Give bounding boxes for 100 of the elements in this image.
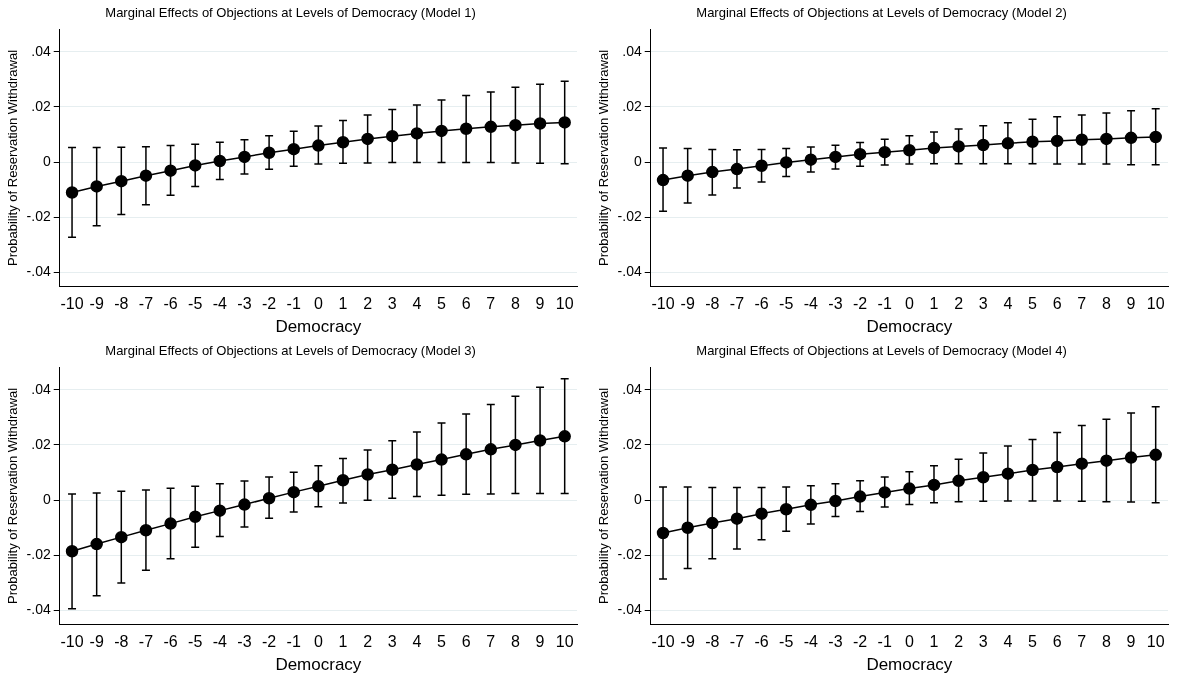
x-tick-label: -10 [651,295,675,313]
y-tick-label: -.02 [26,208,51,225]
x-tick-label: -2 [261,295,277,313]
x-tick-label: 9 [535,633,545,651]
point [829,150,842,164]
x-tick-label: 5 [437,633,447,651]
point [1001,467,1015,480]
x-axis-title: Democracy [275,655,362,675]
x-tick-label: 6 [461,633,471,651]
x-tick-label: 3 [978,295,988,313]
point [1100,454,1113,467]
y-tick-label: .02 [622,435,642,452]
point [312,139,325,152]
point [484,120,498,134]
point [730,512,744,525]
x-tick-label: -3 [828,633,843,651]
x-tick-label: -8 [114,295,129,313]
point [65,544,79,558]
x-tick-label: -4 [212,295,228,313]
point [853,147,867,161]
point [681,521,694,535]
y-tick-label: .02 [31,97,51,114]
y-tick-label: .04 [622,42,642,59]
point [755,507,768,520]
x-tick-label: -2 [852,633,868,651]
x-tick-label: 0 [904,295,914,313]
x-tick-label: -2 [261,633,277,651]
point [1026,463,1039,477]
x-tick-label: -8 [705,295,720,313]
x-tick-label: 0 [313,295,323,313]
y-axis-title: Probability of Reservation Withdrawal [596,387,612,605]
point [410,458,424,471]
x-tick-label: 7 [486,633,496,651]
point [1001,137,1015,150]
point [779,503,793,516]
y-tick-label: 0 [633,153,642,169]
x-tick-label: 8 [510,295,520,313]
x-tick-label: 10 [1146,633,1165,651]
point [238,150,251,164]
x-tick-label: 1 [338,633,348,651]
point [1075,457,1089,470]
point [213,154,227,168]
x-tick-label: -6 [163,295,178,313]
x-tick-label: -6 [754,295,769,313]
x-tick-label: -1 [286,295,301,313]
point [829,494,842,508]
x-tick-label: 8 [510,633,520,651]
point [336,136,350,149]
x-tick-label: 9 [1126,295,1136,313]
x-tick-label: -9 [89,633,104,651]
y-tick-label: 0 [42,491,51,507]
point [706,165,719,179]
x-tick-label: 0 [313,633,323,651]
x-tick-label: 8 [1101,633,1111,651]
point [139,523,153,537]
point [1149,130,1162,144]
point [90,180,103,193]
y-tick-label: -.02 [26,546,51,563]
point [435,453,448,466]
x-axis-title: Democracy [866,317,953,337]
y-tick-label: 0 [633,491,642,507]
point [188,159,202,172]
point [336,474,350,487]
point [779,156,793,169]
point [1124,451,1138,464]
x-tick-label: -8 [114,633,129,651]
point [164,164,177,177]
x-tick-label: 4 [1003,295,1013,313]
point [1124,131,1138,145]
x-tick-label: 9 [535,295,545,313]
x-tick-label: -1 [877,633,892,651]
x-tick-label: 3 [978,633,988,651]
y-tick-label: .04 [622,380,642,397]
x-tick-label: 1 [929,295,939,313]
x-tick-label: 4 [412,295,422,313]
point [1149,448,1162,462]
chart-title: Marginal Effects of Objections at Levels of Democracy (Model 4) [696,343,1067,359]
x-tick-label: 5 [437,295,447,313]
point [1050,134,1064,148]
x-tick-label: -1 [877,295,892,313]
x-tick-label: -6 [754,633,769,651]
point [287,485,300,499]
x-tick-label: 2 [363,295,373,313]
x-tick-label: -3 [237,295,252,313]
point [459,122,473,135]
point [903,482,916,495]
x-tick-label: -5 [779,633,794,651]
point [410,127,424,140]
x-tick-label: 6 [1052,633,1062,651]
x-tick-label: -7 [729,295,745,313]
point [361,468,374,481]
y-tick-label: -.04 [617,263,642,280]
x-tick-label: 7 [1077,633,1087,651]
point [853,490,867,503]
chart-title: Marginal Effects of Objections at Levels of Democracy (Model 3) [105,343,476,359]
x-tick-label: -10 [651,633,675,651]
x-tick-label: 9 [1126,633,1136,651]
point [952,140,965,153]
point [386,463,399,477]
x-tick-label: -9 [89,295,104,313]
